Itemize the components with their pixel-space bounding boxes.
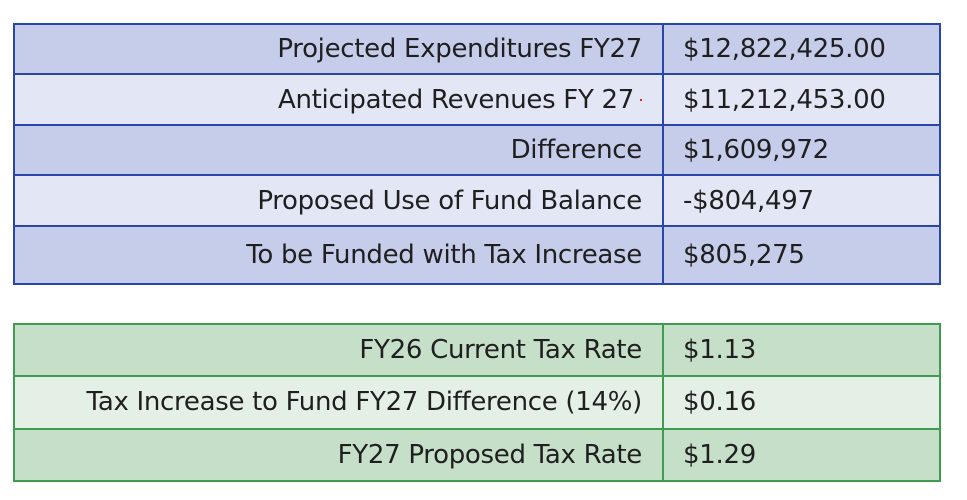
table-row: To be Funded with Tax Increase $805,275	[14, 224, 940, 286]
current-tax-rate-value: $1.13	[663, 322, 940, 378]
table-row: Proposed Use of Fund Balance -$804,497	[14, 174, 940, 227]
difference-value: $1,609,972	[663, 123, 940, 177]
proposed-tax-rate-value: $1.29	[663, 427, 940, 483]
fund-balance-label: Proposed Use of Fund Balance	[14, 174, 664, 227]
anticipated-revenues-cell: Anticipated Revenues FY 27	[14, 73, 664, 126]
table-row: Difference $1,609,972	[14, 123, 940, 177]
projected-expenditures-label: Projected Expenditures FY27	[14, 22, 664, 76]
red-dot-mark	[640, 99, 642, 102]
table-row: Tax Increase to Fund FY27 Difference (14…	[14, 375, 940, 430]
table-row: FY27 Proposed Tax Rate $1.29	[14, 427, 940, 483]
budget-table: Projected Expenditures FY27 $12,822,425.…	[13, 22, 941, 286]
anticipated-revenues-label: Anticipated Revenues FY 27	[277, 84, 634, 115]
current-tax-rate-label: FY26 Current Tax Rate	[14, 322, 664, 378]
table-row: FY26 Current Tax Rate $1.13	[14, 322, 940, 378]
tax-increase-value: $0.16	[663, 375, 940, 430]
tax-increase-label: Tax Increase to Fund FY27 Difference (14…	[14, 375, 664, 430]
projected-expenditures-value: $12,822,425.00	[663, 22, 940, 76]
table-row: Anticipated Revenues FY 27 $11,212,453.0…	[14, 73, 940, 126]
tax-rate-table: FY26 Current Tax Rate $1.13 Tax Increase…	[13, 322, 941, 483]
fund-balance-value: -$804,497	[663, 174, 940, 227]
table-row: Projected Expenditures FY27 $12,822,425.…	[14, 22, 940, 76]
proposed-tax-rate-label: FY27 Proposed Tax Rate	[14, 427, 664, 483]
tax-increase-funding-label: To be Funded with Tax Increase	[14, 224, 664, 286]
tax-increase-funding-value: $805,275	[663, 224, 940, 286]
difference-label: Difference	[14, 123, 664, 177]
anticipated-revenues-value: $11,212,453.00	[663, 73, 940, 126]
